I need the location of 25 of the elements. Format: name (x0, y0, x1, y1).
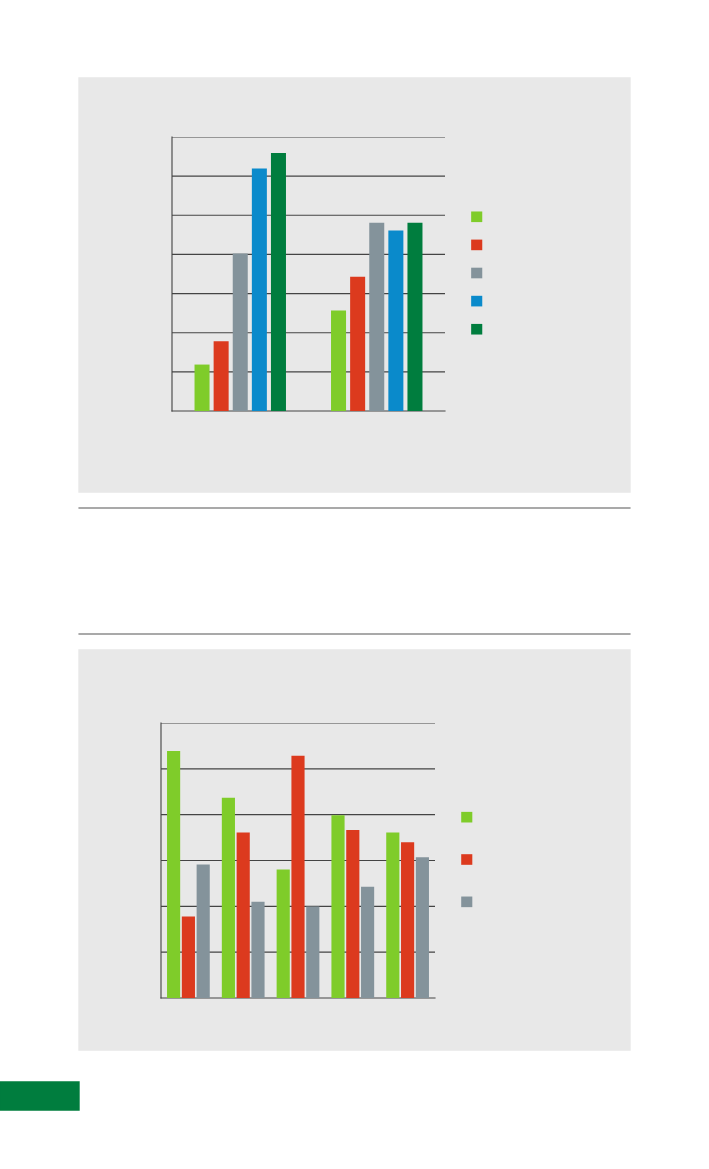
bar (401, 842, 415, 998)
bar (369, 222, 385, 411)
bar (251, 901, 265, 998)
bar (306, 906, 320, 998)
bar (181, 916, 195, 998)
bar (407, 222, 423, 411)
bar (236, 832, 250, 998)
bar (251, 168, 267, 411)
bar (415, 857, 429, 998)
bar (232, 253, 248, 411)
bar (331, 310, 347, 411)
bar (350, 276, 366, 411)
bar (386, 832, 400, 998)
bar (331, 815, 345, 998)
bar (361, 886, 375, 998)
bar (221, 797, 235, 998)
bar (276, 869, 290, 998)
bar (291, 755, 305, 998)
bar (167, 750, 181, 998)
bar (270, 153, 286, 411)
bar (194, 364, 210, 411)
bar (196, 864, 210, 998)
bar (346, 829, 360, 998)
bar (388, 230, 404, 411)
bar (213, 341, 229, 411)
